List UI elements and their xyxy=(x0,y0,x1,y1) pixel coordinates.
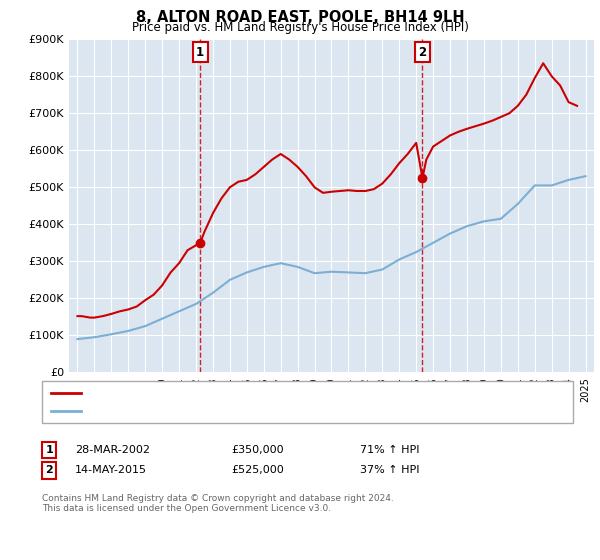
Text: 1: 1 xyxy=(46,445,53,455)
Text: 8, ALTON ROAD EAST, POOLE, BH14 9LH: 8, ALTON ROAD EAST, POOLE, BH14 9LH xyxy=(136,10,464,25)
Text: 14-MAY-2015: 14-MAY-2015 xyxy=(75,465,147,475)
Text: 2: 2 xyxy=(418,46,427,59)
Text: 37% ↑ HPI: 37% ↑ HPI xyxy=(360,465,419,475)
Text: 2: 2 xyxy=(46,465,53,475)
Text: 71% ↑ HPI: 71% ↑ HPI xyxy=(360,445,419,455)
Text: £350,000: £350,000 xyxy=(231,445,284,455)
Text: £525,000: £525,000 xyxy=(231,465,284,475)
Text: Contains HM Land Registry data © Crown copyright and database right 2024.
This d: Contains HM Land Registry data © Crown c… xyxy=(42,494,394,514)
Text: Price paid vs. HM Land Registry's House Price Index (HPI): Price paid vs. HM Land Registry's House … xyxy=(131,21,469,34)
Text: 1: 1 xyxy=(196,46,205,59)
Text: HPI: Average price, detached house, Bournemouth Christchurch and Poole: HPI: Average price, detached house, Bour… xyxy=(85,406,473,416)
Text: 8, ALTON ROAD EAST, POOLE, BH14 9LH (detached house): 8, ALTON ROAD EAST, POOLE, BH14 9LH (det… xyxy=(85,389,390,398)
Text: 28-MAR-2002: 28-MAR-2002 xyxy=(75,445,150,455)
